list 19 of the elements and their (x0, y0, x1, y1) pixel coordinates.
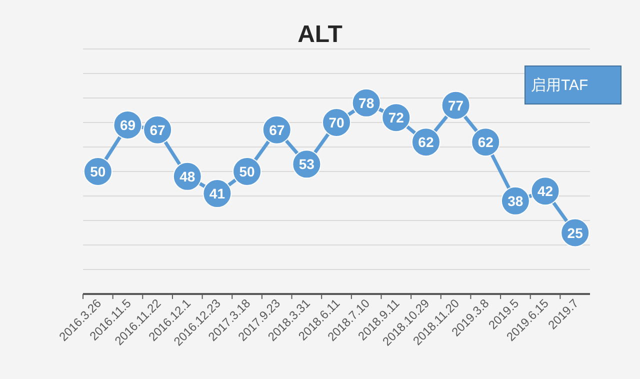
data-label: 72 (388, 110, 404, 126)
data-label: 50 (239, 164, 256, 180)
data-label: 62 (478, 134, 494, 150)
data-label: 42 (537, 183, 554, 200)
data-label: 25 (567, 224, 584, 241)
data-label: 69 (120, 116, 136, 133)
data-label: 48 (180, 168, 196, 184)
data-label: 78 (358, 94, 374, 111)
data-label: 67 (150, 122, 166, 138)
data-label: 62 (418, 134, 434, 150)
data-label: 38 (508, 192, 524, 209)
chart-title: ALT (298, 21, 343, 48)
data-label: 53 (298, 156, 315, 172)
data-label: 67 (269, 122, 285, 138)
data-label: 77 (448, 97, 464, 114)
data-label: 70 (328, 114, 344, 130)
data-label: 50 (90, 164, 106, 180)
data-label: 41 (209, 186, 226, 202)
annotation: 启用TAF (531, 77, 588, 94)
